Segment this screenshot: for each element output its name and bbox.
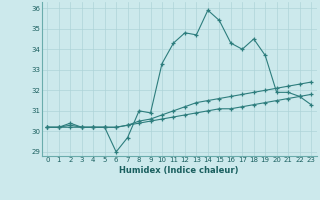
X-axis label: Humidex (Indice chaleur): Humidex (Indice chaleur) [119,166,239,175]
